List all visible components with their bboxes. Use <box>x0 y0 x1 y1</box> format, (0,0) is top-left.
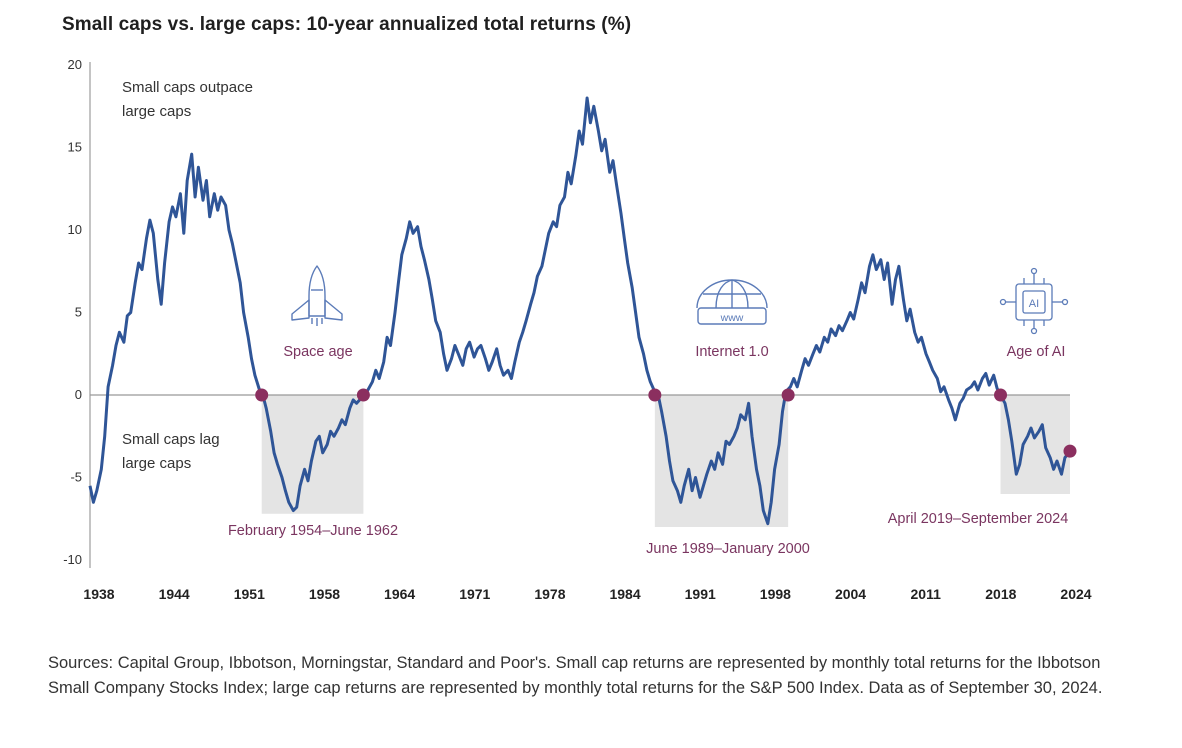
y-tick-label: -5 <box>70 470 82 485</box>
period-marker-5 <box>1063 444 1077 458</box>
y-axis-ticks: 20 15 10 5 0 -5 -10 <box>63 57 82 567</box>
x-tick-label: 1978 <box>534 586 565 602</box>
period-marker-0 <box>255 388 269 402</box>
chart-title: Small caps vs. large caps: 10-year annua… <box>62 14 632 35</box>
top-note-line-2: large caps <box>122 103 191 120</box>
x-tick-label: 1951 <box>234 586 265 602</box>
x-tick-label: 2018 <box>985 586 1016 602</box>
svg-text:AI: AI <box>1029 298 1039 310</box>
space-shuttle-icon <box>291 265 343 326</box>
period-markers <box>255 388 1077 458</box>
series-line <box>88 96 1072 526</box>
event-label-space-age: Space age <box>283 344 352 360</box>
x-tick-label: 1998 <box>760 586 791 602</box>
x-tick-label: 1984 <box>609 586 640 602</box>
y-tick-label: 10 <box>68 222 82 237</box>
y-tick-label: 15 <box>68 140 82 155</box>
x-tick-label: 1944 <box>159 586 190 602</box>
x-tick-label: 1991 <box>685 586 716 602</box>
bottom-note-line-2: large caps <box>122 455 191 472</box>
event-label-ai: Age of AI <box>1007 344 1066 360</box>
event-label-internet: Internet 1.0 <box>695 344 768 360</box>
www-globe-icon: www <box>696 279 768 325</box>
period-marker-2 <box>648 388 662 402</box>
shaded-periods <box>261 395 1070 527</box>
y-tick-label: 0 <box>75 387 82 402</box>
y-tick-label: 20 <box>68 57 82 72</box>
period-marker-1 <box>356 388 370 402</box>
x-tick-label: 1958 <box>309 586 340 602</box>
period-label-1954-1962: February 1954–June 1962 <box>228 523 398 539</box>
x-tick-label: 1938 <box>83 586 114 602</box>
x-tick-label: 2004 <box>835 586 866 602</box>
y-tick-label: 5 <box>75 305 82 320</box>
period-marker-4 <box>994 388 1008 402</box>
period-marker-3 <box>781 388 795 402</box>
x-axis-ticks: 1938 1944 1951 1958 1964 1971 1978 1984 1991 1998… <box>83 586 1091 602</box>
x-tick-label: 2011 <box>911 586 942 602</box>
x-tick-label: 2024 <box>1060 586 1091 602</box>
top-note-line-1: Small caps outpace <box>122 79 253 96</box>
ai-chip-icon: AI <box>999 267 1069 335</box>
bottom-note-line-1: Small caps lag <box>122 431 220 448</box>
svg-text:www: www <box>720 312 744 324</box>
y-tick-label: -10 <box>63 552 82 567</box>
period-label-1989-2000: June 1989–January 2000 <box>646 541 810 557</box>
x-tick-label: 1971 <box>459 586 490 602</box>
period-label-2019-2024: April 2019–September 2024 <box>888 511 1069 527</box>
x-tick-label: 1964 <box>384 586 415 602</box>
source-note: Sources: Capital Group, Ibbotson, Mornin… <box>48 654 1103 697</box>
